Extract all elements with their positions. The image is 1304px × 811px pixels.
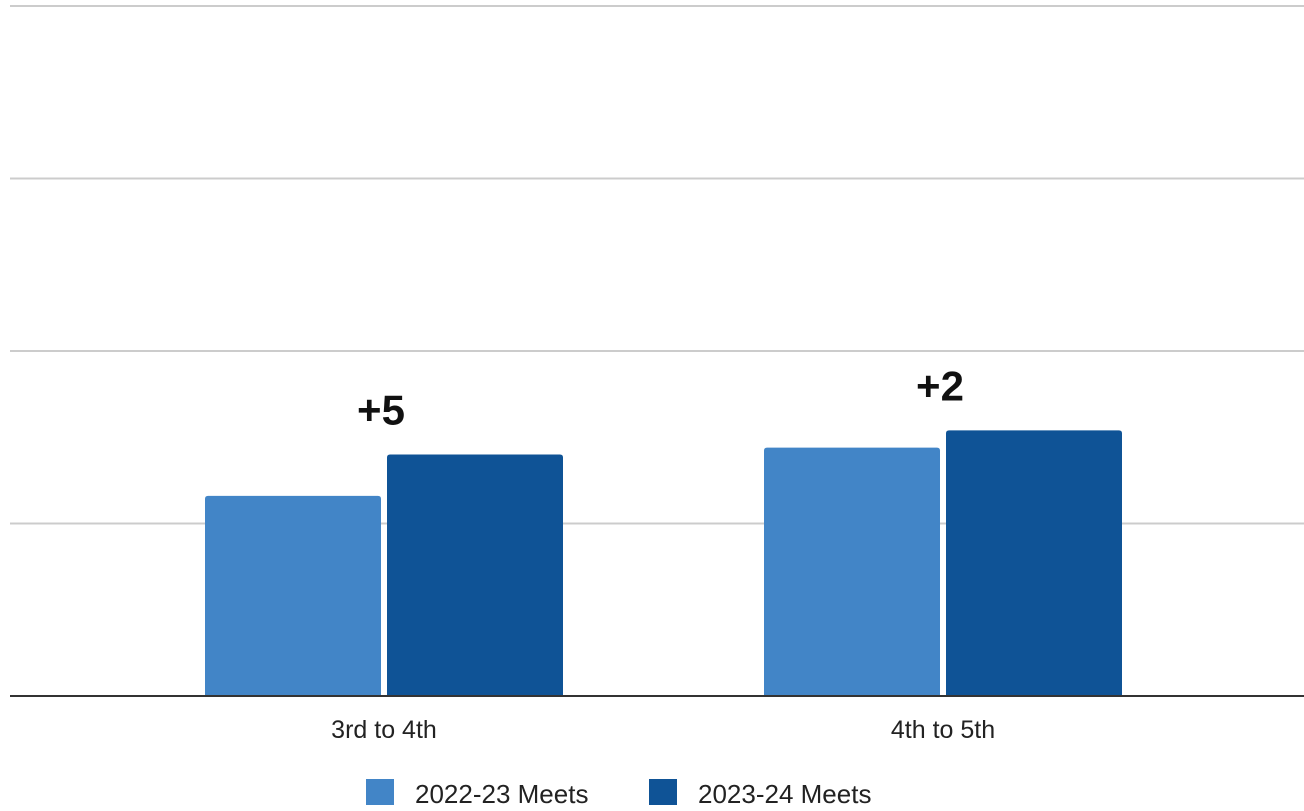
data-label: +5: [357, 387, 405, 434]
x-axis: 3rd to 4th 4th to 5th: [10, 695, 1304, 744]
legend[interactable]: 2022-23 Meets 2023-24 Meets: [366, 779, 871, 809]
legend-label: 2023-24 Meets: [698, 779, 871, 806]
legend-swatch: [366, 779, 394, 805]
bar: [946, 430, 1122, 696]
annotations: +5 +2: [357, 362, 964, 433]
legend-swatch: [649, 779, 677, 805]
bar: [387, 454, 563, 696]
bars: [205, 430, 1122, 696]
bar: [764, 447, 940, 696]
bar: [205, 495, 381, 696]
x-tick-label: 4th to 5th: [891, 716, 995, 744]
x-tick-label: 3rd to 4th: [331, 716, 437, 744]
data-label: +2: [916, 362, 964, 409]
legend-label: 2022-23 Meets: [415, 779, 588, 806]
